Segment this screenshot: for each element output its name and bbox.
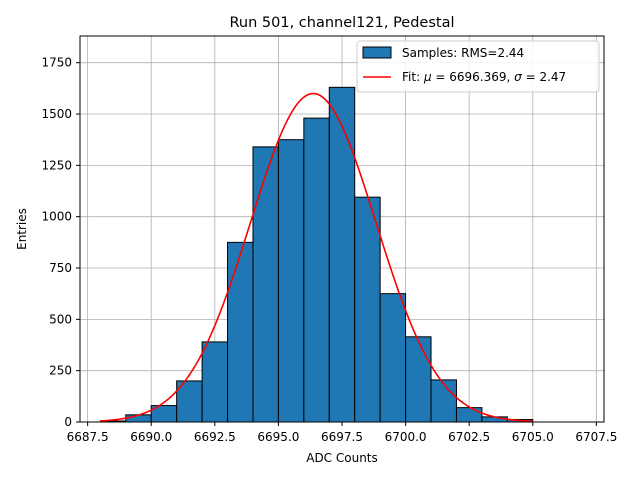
y-tick-label: 1500 [41,107,72,121]
x-tick-label: 6697.5 [321,430,363,444]
x-axis-label: ADC Counts [306,451,378,465]
x-tick-label: 6705.0 [512,430,554,444]
x-tick-label: 6690.0 [130,430,172,444]
chart-title: Run 501, channel121, Pedestal [229,15,454,31]
y-tick-label: 1250 [41,158,72,172]
y-axis-label: Entries [15,208,29,250]
fit-curve [100,92,533,423]
x-tick-label: 6700.0 [385,430,427,444]
histogram-bar [405,336,432,423]
x-tick-label: 6695.0 [257,430,299,444]
legend-box [356,40,600,93]
histogram-bar [227,241,254,423]
legend-fit-mu-value: = 6696.369, [432,70,515,84]
y-tick-label: 750 [49,261,72,275]
histogram-bar [252,146,279,423]
histogram-bar [277,139,305,423]
histogram-bar [354,196,381,423]
x-tick-label: 6702.5 [448,430,490,444]
histogram-bar [455,407,483,423]
legend: Samples: RMS=2.44 Fit: μ = 6696.369, σ =… [356,40,600,93]
x-tick-label: 6707.5 [575,430,617,444]
histogram-bar [201,341,229,423]
legend-fit-sigma-symbol: σ [514,70,522,84]
x-tick-label: 6687.5 [67,430,109,444]
histogram-bar [379,293,407,423]
legend-samples-label: Samples: RMS=2.44 [402,46,524,60]
x-axis-ticks: 6687.5 6690.0 6692.5 6695.0 6697.5 6700.0 6702… [67,422,617,444]
histogram-bar [303,117,330,423]
legend-samples-swatch [362,46,392,59]
histogram-bar [430,379,457,423]
legend-fit-prefix: Fit: [402,70,424,84]
y-tick-label: 250 [49,364,72,378]
y-tick-label: 1000 [41,210,72,224]
x-tick-label: 6692.5 [194,430,236,444]
histogram-bars [99,86,534,423]
legend-fit-label: Fit: μ = 6696.369, σ = 2.47 [402,70,566,84]
histogram-bar [328,86,356,423]
y-axis-ticks: 0 250 500 750 1000 1250 1500 1750 [41,56,80,429]
legend-fit-sigma-value: = 2.47 [522,70,566,84]
histogram-bar [176,380,203,423]
y-tick-label: 500 [49,312,72,326]
legend-fit-mu-symbol: μ [423,70,432,84]
y-tick-label: 1750 [41,56,72,70]
y-tick-label: 0 [64,415,72,429]
